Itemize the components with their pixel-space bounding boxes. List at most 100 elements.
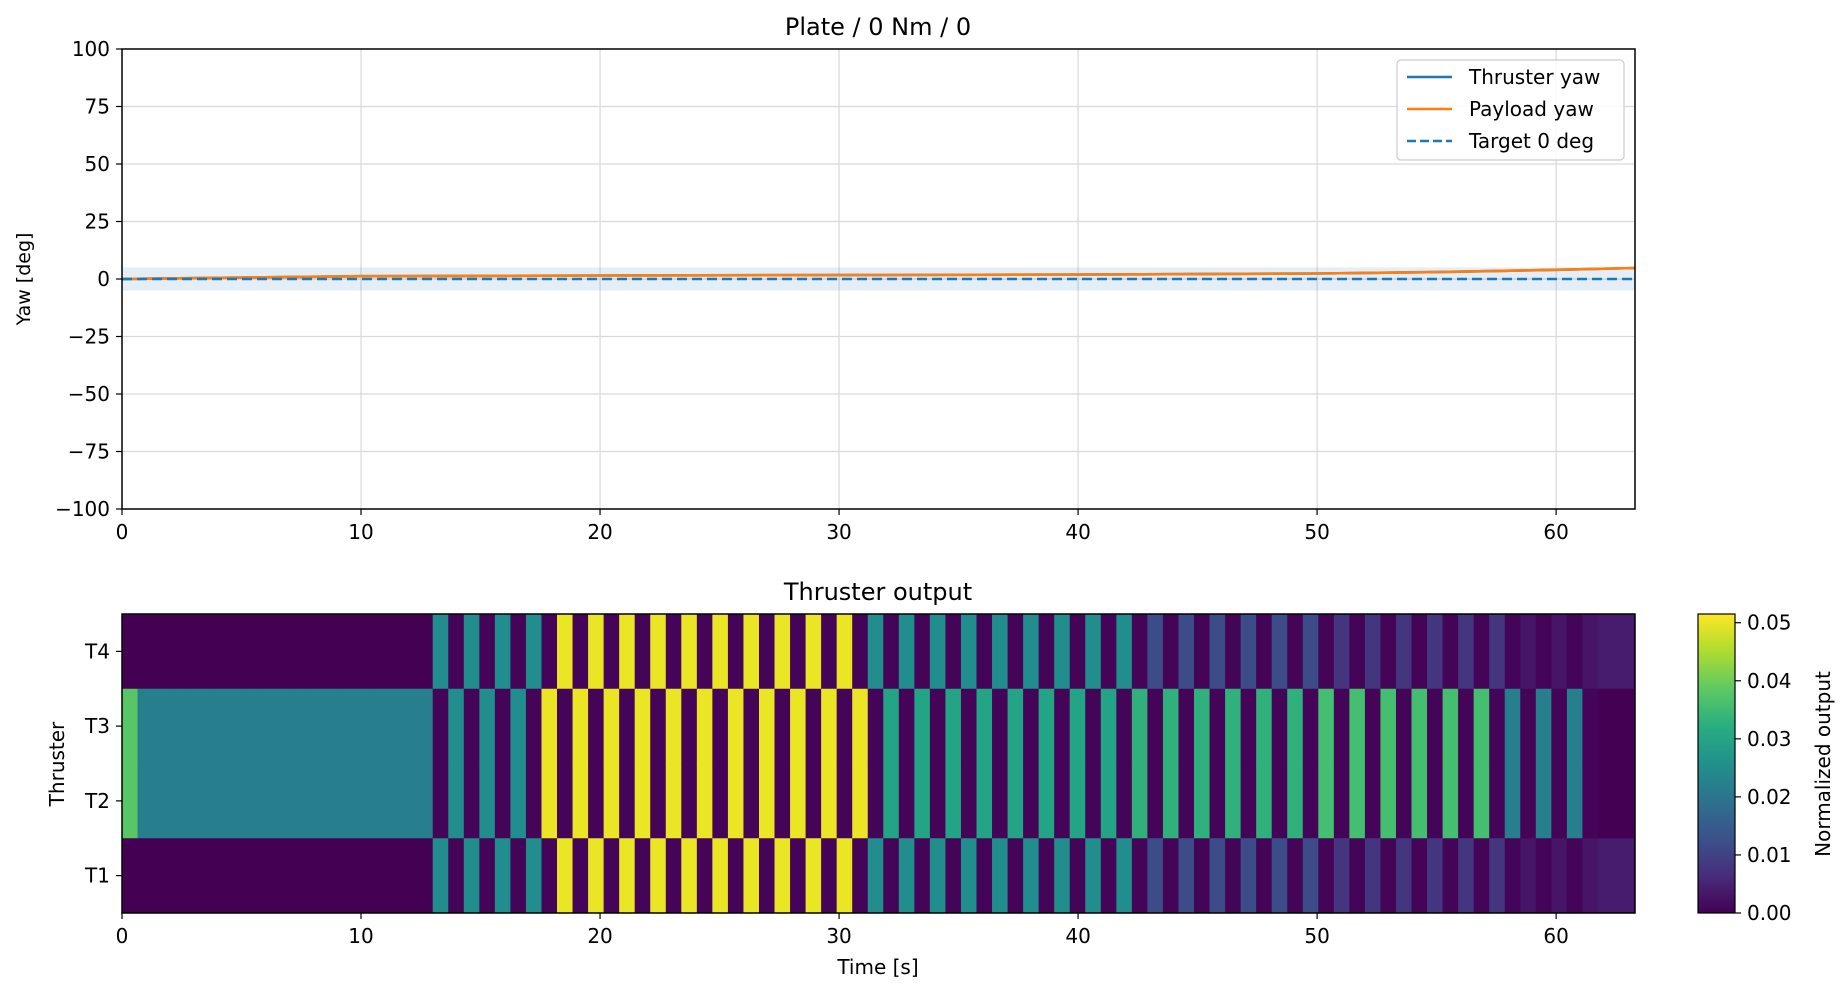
heatmap-cell-t3 — [261, 688, 278, 764]
heatmap-cell-t3 — [665, 688, 682, 764]
heatmap-cell-t2 — [246, 763, 263, 839]
heatmap-cell-t1 — [153, 838, 170, 913]
heatmap-cell-t1 — [696, 838, 713, 913]
heatmap-cell-t2 — [1225, 763, 1242, 839]
heatmap-cell-t3 — [417, 688, 434, 764]
heatmap-cell-t2 — [914, 763, 931, 839]
x-tick-label: 20 — [587, 520, 612, 544]
heatmap-cell-t4 — [1566, 614, 1584, 690]
heatmap-cell-t4 — [1535, 614, 1552, 690]
x-tick-label: 30 — [826, 520, 851, 544]
heatmap-cell-t4 — [417, 614, 434, 690]
heatmap-cell-t2 — [1566, 763, 1584, 839]
heatmap-cell-t4 — [1038, 614, 1055, 690]
heatmap-cell-t3 — [619, 688, 636, 764]
heatmap-cell-t4 — [681, 614, 698, 690]
heatmap-cell-t4 — [308, 614, 325, 690]
heatmap-cell-t3 — [1054, 688, 1071, 764]
heatmap-cell-t1 — [1318, 838, 1335, 913]
heatmap-cell-t1 — [572, 838, 589, 913]
heatmap-cell-t2 — [665, 763, 682, 839]
heatmap-cell-t4 — [1364, 614, 1382, 690]
heatmap-cell-t4 — [386, 614, 403, 690]
y-tick-label: 75 — [85, 95, 110, 119]
heatmap-cell-t2 — [1582, 763, 1599, 839]
heatmap-cell-t3 — [1473, 688, 1490, 764]
heatmap-cell-t4 — [448, 614, 465, 690]
heatmap-cell-t2 — [712, 763, 729, 839]
heatmap-cell-t3 — [355, 688, 372, 764]
heatmap-cell-t2 — [153, 763, 170, 839]
heatmap-cell-t3 — [168, 688, 185, 764]
colorbar-gradient — [1697, 613, 1736, 914]
x-tick-label: 20 — [587, 924, 612, 948]
heatmap-cell-t2 — [650, 763, 667, 839]
heatmap-cell-t3 — [557, 688, 574, 764]
heatmap-cell-t2 — [1535, 763, 1552, 839]
x-tick-label: 0 — [116, 924, 129, 948]
heatmap-cell-t4 — [1582, 614, 1599, 690]
y-tick-label: 25 — [85, 210, 110, 234]
heatmap-cell-t1 — [417, 838, 434, 913]
heatmap-cell-t2 — [1100, 763, 1117, 839]
heatmap-cell-t1 — [339, 838, 356, 913]
heatmap-cell-t1 — [898, 838, 915, 913]
heatmap-cell-t3 — [883, 688, 900, 764]
heatmap-cell-t2 — [1489, 763, 1506, 839]
heatmap-cell-t1 — [432, 838, 449, 913]
heatmap-cell-t4 — [261, 614, 278, 690]
heatmap-cell-t3 — [1209, 688, 1226, 764]
heatmap-cell-t2 — [1458, 763, 1475, 839]
heatmap-cell-t2 — [355, 763, 372, 839]
heatmap-xticks: 0 10 20 30 40 50 60 — [116, 913, 1569, 948]
heatmap-cell-t2 — [557, 763, 574, 839]
heatmap-cell-t4 — [1318, 614, 1335, 690]
heatmap-cell-t3 — [1240, 688, 1257, 764]
heatmap-cell-t2 — [1271, 763, 1288, 839]
heatmap-cell-t1 — [494, 838, 512, 913]
heatmap-cell-t4 — [1194, 614, 1211, 690]
heatmap-cell-t3 — [945, 688, 962, 764]
heatmap-cell-t3 — [1597, 688, 1615, 764]
heatmap-cell-t4 — [199, 614, 216, 690]
heatmap-cell-t2 — [370, 763, 387, 839]
thruster-row-label: T1 — [84, 864, 110, 888]
heatmap-cell-t1 — [1007, 838, 1024, 913]
thruster-row-label: T3 — [84, 714, 110, 738]
heatmap-cell-t3 — [1194, 688, 1211, 764]
heatmap-cell-t1 — [1023, 838, 1040, 913]
legend-label-thruster-yaw: Thruster yaw — [1468, 65, 1600, 89]
heatmap-cell-t2 — [137, 763, 154, 839]
heatmap-cell-t3 — [479, 688, 496, 764]
heatmap-cell-t3 — [1162, 688, 1180, 764]
yaw-plot-xticks: 0 10 20 30 40 50 60 — [116, 509, 1569, 544]
heatmap-cell-t4 — [510, 614, 527, 690]
heatmap-cell-t1 — [308, 838, 325, 913]
heatmap-cell-t4 — [1007, 614, 1024, 690]
heatmap-cell-t2 — [277, 763, 294, 839]
heatmap-cell-t2 — [510, 763, 527, 839]
heatmap-cell-t1 — [1038, 838, 1055, 913]
x-tick-label: 40 — [1065, 924, 1090, 948]
heatmap-cell-t4 — [665, 614, 682, 690]
heatmap-cell-t1 — [712, 838, 729, 913]
heatmap-cell-t1 — [1551, 838, 1568, 913]
heatmap-cell-t1 — [1473, 838, 1490, 913]
heatmap-cell-t3 — [712, 688, 729, 764]
heatmap-cell-t4 — [1054, 614, 1071, 690]
heatmap-cell-t2 — [696, 763, 713, 839]
heatmap-cell-t4 — [525, 614, 543, 690]
heatmap-cell-t2 — [1240, 763, 1257, 839]
heatmap-cell-t2 — [1054, 763, 1071, 839]
heatmap-cell-t2 — [1442, 763, 1459, 839]
heatmap-cell-t3 — [1178, 688, 1195, 764]
heatmap-cell-t2 — [945, 763, 962, 839]
heatmap-cell-t1 — [261, 838, 278, 913]
heatmap-cell-t3 — [323, 688, 341, 764]
heatmap-cell-t3 — [230, 688, 247, 764]
heatmap-cell-t2 — [494, 763, 512, 839]
heatmap-cell-t1 — [557, 838, 574, 913]
heatmap-cell-t4 — [1131, 614, 1148, 690]
heatmap-cell-t3 — [153, 688, 170, 764]
